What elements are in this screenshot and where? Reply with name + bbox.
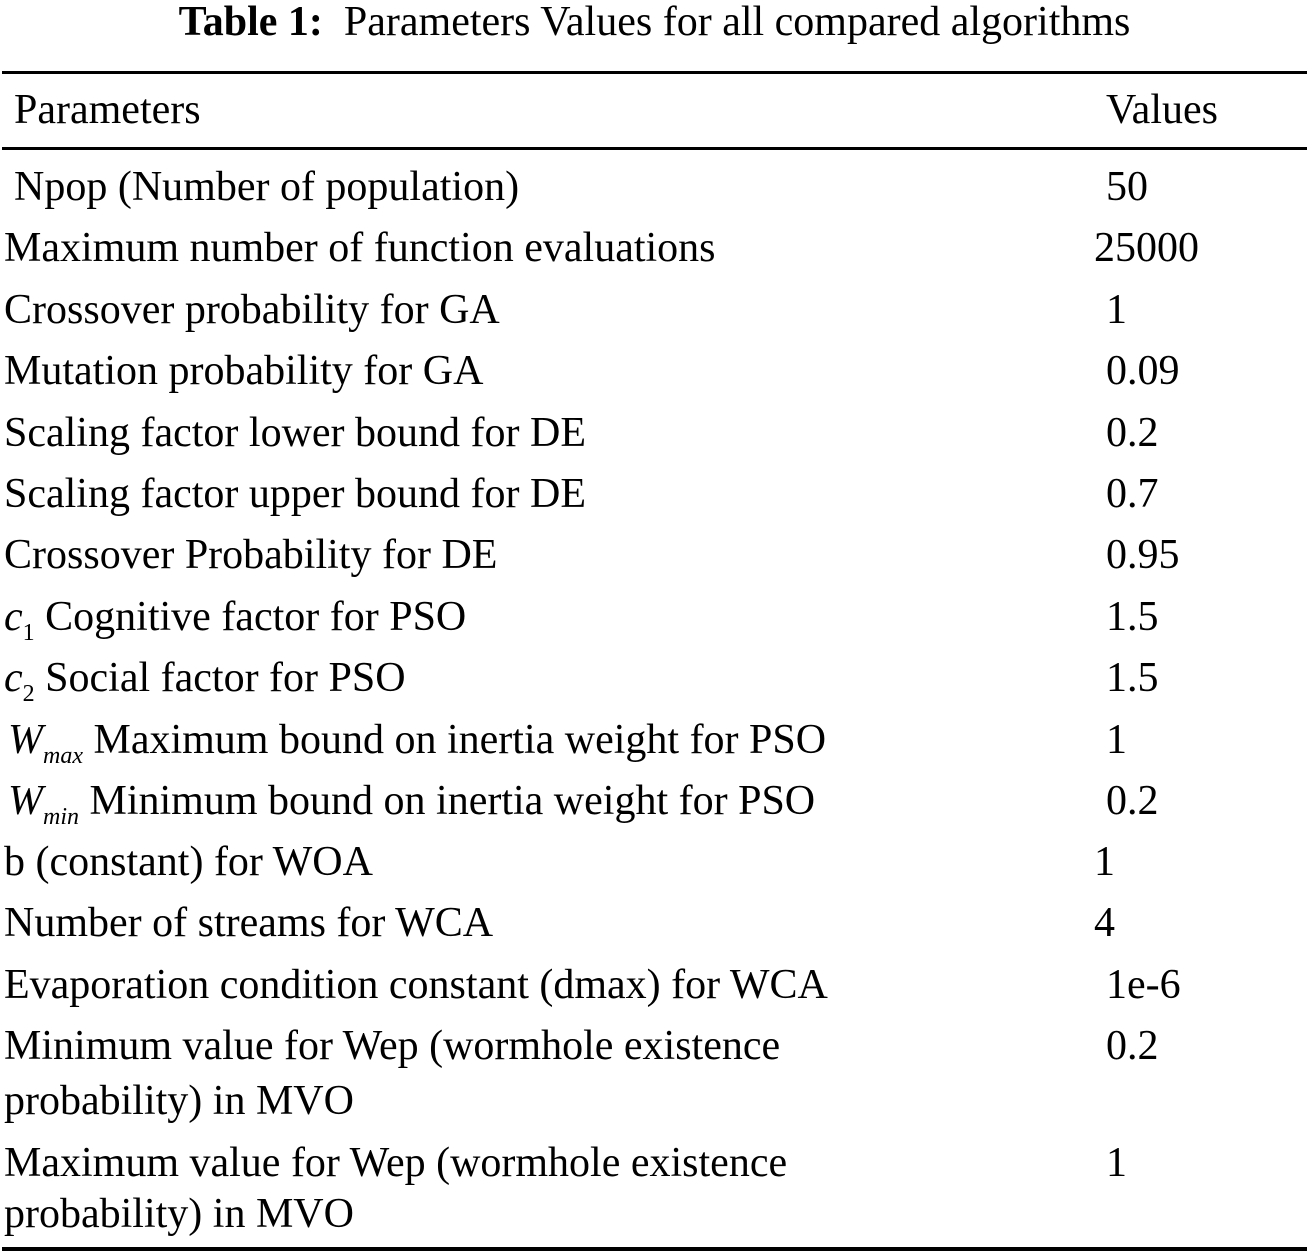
header-values: Values	[1106, 87, 1218, 133]
value-pso-wmin: 0.2	[1106, 778, 1159, 824]
value-wca-streams: 4	[1094, 900, 1115, 946]
param-text: Maximum bound on inertia weight for PSO	[93, 717, 827, 763]
table-label: Table 1:	[178, 0, 323, 45]
bottom-rule	[2, 1247, 1307, 1251]
value-mvo-wep-min: 0.2	[1106, 1023, 1159, 1069]
param-mvo-wep-min-line1: Minimum value for Wep (wormhole existenc…	[4, 1023, 781, 1069]
param-woa-b: b (constant) for WOA	[4, 839, 373, 885]
value-mvo-wep-max: 1	[1106, 1140, 1127, 1186]
param-text: Cognitive factor for PSO	[45, 594, 467, 640]
value-npop: 50	[1106, 164, 1148, 210]
param-ga-mutation: Mutation probability for GA	[4, 348, 484, 394]
subscript: 1	[22, 620, 35, 646]
value-pso-c1: 1.5	[1106, 594, 1159, 640]
value-ga-crossover: 1	[1106, 287, 1127, 333]
param-text: Social factor for PSO	[45, 655, 406, 701]
subscript: 2	[22, 681, 35, 707]
param-de-lower: Scaling factor lower bound for DE	[4, 410, 586, 456]
table-caption: Table 1: Parameters Values for all compa…	[0, 0, 1309, 44]
param-max-fe: Maximum number of function evaluations	[4, 225, 716, 271]
param-de-crossover: Crossover Probability for DE	[4, 532, 498, 578]
param-npop: Npop (Number of population)	[14, 164, 520, 210]
symbol-w: W	[8, 778, 43, 824]
symbol-c: c	[4, 655, 23, 701]
value-wca-dmax: 1e-6	[1106, 962, 1181, 1008]
param-mvo-wep-max-line2: probability) in MVO	[4, 1191, 354, 1237]
param-de-upper: Scaling factor upper bound for DE	[4, 471, 586, 517]
value-ga-mutation: 0.09	[1106, 348, 1180, 394]
param-pso-c1: c1 Cognitive factor for PSO	[4, 592, 466, 658]
symbol-w: W	[8, 717, 43, 763]
param-pso-wmax: Wmax Maximum bound on inertia weight for…	[8, 715, 826, 781]
param-pso-c2: c2 Social factor for PSO	[4, 653, 406, 719]
value-de-upper: 0.7	[1106, 471, 1159, 517]
value-woa-b: 1	[1094, 839, 1115, 885]
value-pso-c2: 1.5	[1106, 655, 1159, 701]
param-ga-crossover: Crossover probability for GA	[4, 287, 500, 333]
table-title: Parameters Values for all compared algor…	[343, 0, 1131, 45]
value-pso-wmax: 1	[1106, 717, 1127, 763]
param-wca-dmax: Evaporation condition constant (dmax) fo…	[4, 962, 828, 1008]
value-max-fe: 25000	[1094, 225, 1199, 271]
param-mvo-wep-max-line1: Maximum value for Wep (wormhole existenc…	[4, 1140, 788, 1186]
top-rule	[2, 71, 1307, 74]
symbol-c: c	[4, 594, 23, 640]
param-text: Minimum bound on inertia weight for PSO	[89, 778, 816, 824]
param-wca-streams: Number of streams for WCA	[4, 900, 494, 946]
value-de-crossover: 0.95	[1106, 532, 1180, 578]
header-rule	[2, 147, 1307, 150]
param-pso-wmin: Wmin Minimum bound on inertia weight for…	[8, 776, 815, 842]
value-de-lower: 0.2	[1106, 410, 1159, 456]
subscript: max	[43, 743, 83, 769]
param-mvo-wep-min-line2: probability) in MVO	[4, 1078, 354, 1124]
subscript: min	[43, 804, 79, 830]
header-parameters: Parameters	[14, 87, 201, 133]
